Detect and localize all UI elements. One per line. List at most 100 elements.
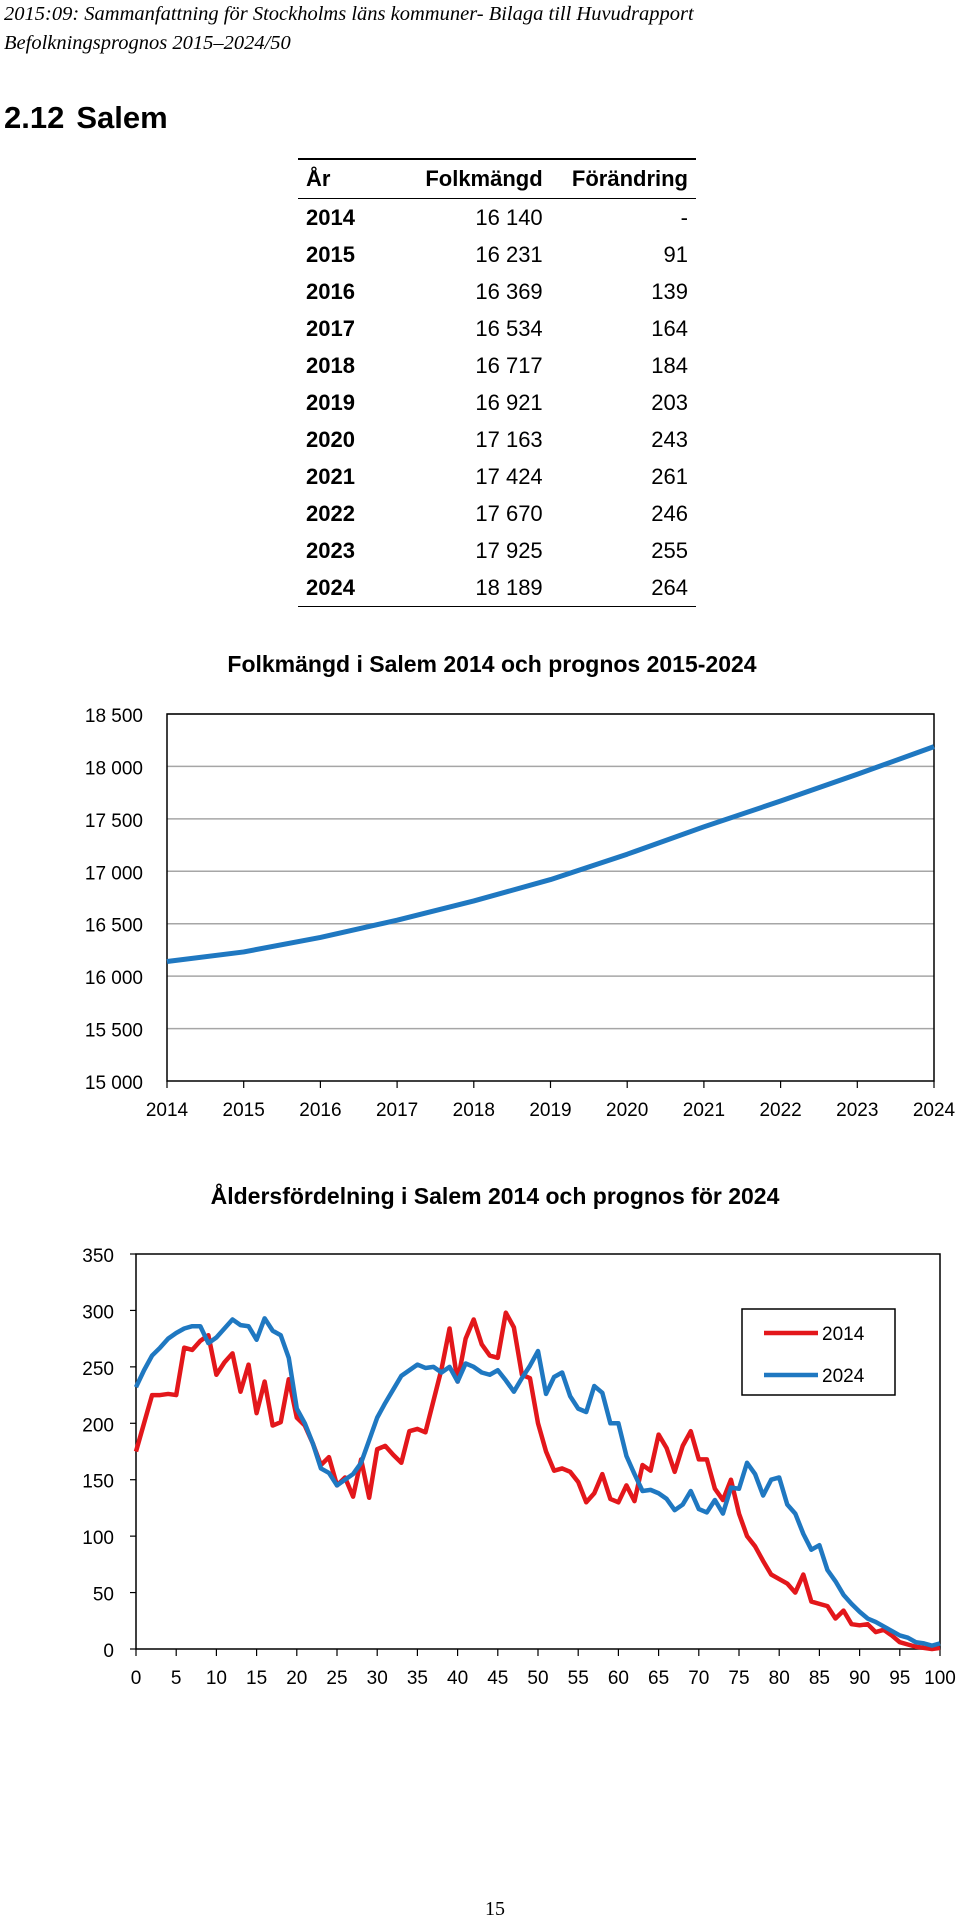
year-cell: 2014 [306, 204, 355, 230]
y-tick-label: 17 500 [85, 811, 143, 832]
population-cell: 18 189 [404, 569, 551, 607]
x-tick-label: 70 [688, 1668, 709, 1689]
population-cell: 16 717 [475, 352, 543, 378]
change-cell: 243 [651, 426, 688, 452]
x-tick-label: 0 [131, 1668, 142, 1689]
x-tick-label: 2014 [146, 1100, 189, 1121]
x-tick-label: 40 [447, 1668, 468, 1689]
table-row: 2021 17 424 261 [298, 458, 696, 495]
population-cell: 16 369 [475, 278, 543, 304]
table-row: 2022 17 670 246 [298, 495, 696, 532]
year-cell: 2022 [306, 500, 355, 526]
column-header-year: År [298, 158, 404, 199]
x-tick-label: 55 [568, 1668, 589, 1689]
population-table: År Folkmängd Förändring 2014 16 140 - 2015 1… [298, 158, 696, 607]
x-tick-label: 100 [924, 1668, 956, 1689]
x-tick-label: 2018 [453, 1100, 495, 1121]
y-tick-label: 250 [82, 1359, 114, 1380]
population-cell: 17 925 [475, 537, 543, 563]
x-tick-label: 2016 [299, 1100, 341, 1121]
change-cell: 264 [550, 569, 696, 607]
population-cell: 16 140 [475, 204, 543, 230]
population-cell: 16 921 [475, 389, 543, 415]
x-tick-label: 35 [407, 1668, 428, 1689]
y-tick-label: 150 [82, 1472, 114, 1493]
year-cell: 2024 [298, 569, 404, 607]
population-cell: 17 163 [475, 426, 543, 452]
y-tick-label: 100 [82, 1528, 114, 1549]
table-header-row: År Folkmängd Förändring [298, 158, 696, 199]
y-tick-label: 15 000 [85, 1073, 143, 1094]
year-cell: 2017 [306, 315, 355, 341]
change-cell: 203 [651, 389, 688, 415]
y-tick-label: 18 000 [85, 758, 143, 779]
y-tick-label: 17 000 [85, 863, 143, 884]
x-tick-label: 45 [487, 1668, 508, 1689]
document-header: 2015:09: Sammanfattning för Stockholms l… [4, 0, 694, 58]
x-tick-label: 2023 [836, 1100, 878, 1121]
population-cell: 16 534 [475, 315, 543, 341]
change-cell: 139 [651, 278, 688, 304]
table-row: 2014 16 140 - [298, 199, 696, 237]
table-row: 2023 17 925 255 [298, 532, 696, 569]
age-distribution-chart: Åldersfördelning i Salem 2014 och progno… [82, 1182, 956, 1689]
x-tick-label: 2021 [683, 1100, 725, 1121]
change-cell: 246 [651, 500, 688, 526]
table-row: 2016 16 369 139 [298, 273, 696, 310]
x-tick-label: 65 [648, 1668, 669, 1689]
x-tick-label: 90 [849, 1668, 870, 1689]
year-cell: 2018 [306, 352, 355, 378]
x-tick-label: 2022 [759, 1100, 801, 1121]
page-number: 15 [485, 1898, 505, 1920]
table-row: 2017 16 534 164 [298, 310, 696, 347]
section-heading: 2.12 Salem [4, 100, 180, 136]
x-tick-label: 85 [809, 1668, 830, 1689]
change-cell: 261 [651, 463, 688, 489]
y-tick-label: 50 [93, 1585, 114, 1606]
change-cell: 164 [651, 315, 688, 341]
x-tick-label: 2024 [913, 1100, 956, 1121]
series-line-2024 [133, 1316, 941, 1648]
x-tick-label: 5 [171, 1668, 182, 1689]
section-number: 2.12 [4, 100, 65, 135]
year-cell: 2015 [306, 241, 355, 267]
year-cell: 2019 [306, 389, 355, 415]
table-row: 2018 16 717 184 [298, 347, 696, 384]
chart-title: Folkmängd i Salem 2014 och prognos 2015-… [227, 651, 756, 677]
column-header-change: Förändring [550, 158, 696, 199]
table-row: 2024 18 189 264 [298, 569, 696, 607]
x-tick-label: 60 [608, 1668, 629, 1689]
header-line-1: 2015:09: Sammanfattning för Stockholms l… [4, 3, 694, 25]
table-row: 2019 16 921 203 [298, 384, 696, 421]
legend: 2014 2024 [741, 1308, 896, 1396]
series-line-2014 [133, 1310, 941, 1652]
population-cell: 16 231 [475, 241, 543, 267]
x-tick-label: 95 [889, 1668, 910, 1689]
x-tick-label: 10 [206, 1668, 227, 1689]
y-tick-label: 350 [82, 1246, 114, 1267]
year-cell: 2023 [306, 537, 355, 563]
y-tick-label: 0 [103, 1641, 114, 1662]
x-tick-label: 25 [326, 1668, 347, 1689]
plot-frame [166, 713, 935, 1082]
section-title: Salem [76, 100, 168, 135]
population-line-chart: Folkmängd i Salem 2014 och prognos 2015-… [85, 651, 956, 1121]
x-tick-label: 2015 [223, 1100, 265, 1121]
change-cell: 91 [663, 241, 688, 267]
x-tick-label: 15 [246, 1668, 267, 1689]
chart-title: Åldersfördelning i Salem 2014 och progno… [211, 1182, 780, 1209]
y-tick-label: 16 000 [85, 968, 143, 989]
year-cell: 2020 [306, 426, 355, 452]
header-line-2: Befolkningsprognos 2015–2024/50 [4, 32, 291, 54]
population-cell: 17 670 [475, 500, 543, 526]
change-cell: 255 [651, 537, 688, 563]
x-tick-label: 30 [367, 1668, 388, 1689]
y-tick-label: 18 500 [85, 706, 143, 727]
change-cell: 184 [651, 352, 688, 378]
table-row: 2020 17 163 243 [298, 421, 696, 458]
x-tick-label: 2020 [606, 1100, 648, 1121]
legend-label: 2024 [822, 1366, 865, 1387]
y-tick-label: 16 500 [85, 916, 143, 937]
year-cell: 2021 [306, 463, 355, 489]
series-line [166, 744, 935, 964]
